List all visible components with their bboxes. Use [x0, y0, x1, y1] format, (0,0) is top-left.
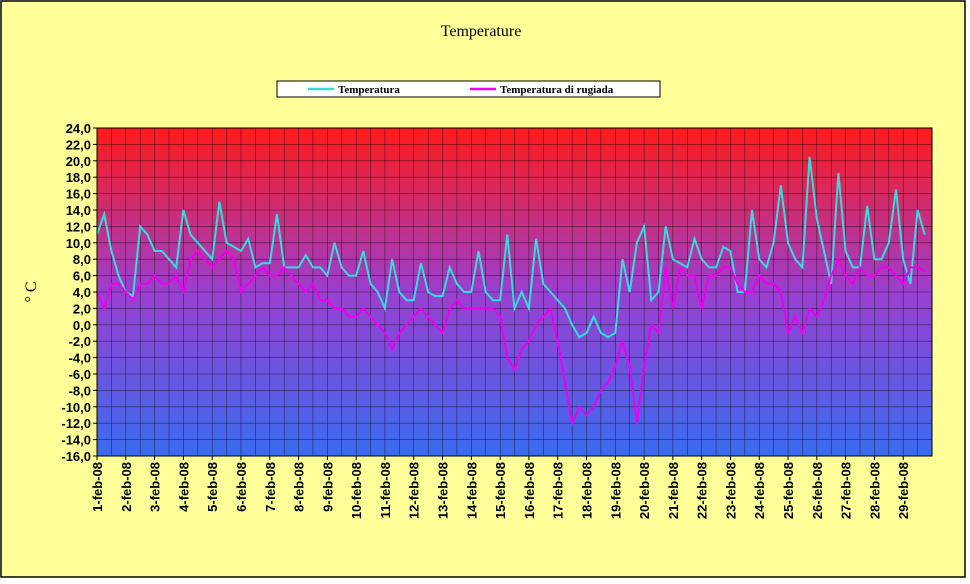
- y-tick-label: 24,0: [66, 121, 91, 136]
- x-tick-label: 6-feb-08: [234, 462, 249, 512]
- y-tick-label: -14,0: [61, 433, 91, 448]
- y-tick-label: 4,0: [73, 285, 91, 300]
- x-tick-label: 3-feb-08: [148, 462, 163, 512]
- x-tick-label: 15-feb-08: [493, 462, 508, 519]
- y-tick-label: 16,0: [66, 187, 91, 202]
- x-tick-label: 8-feb-08: [292, 462, 307, 512]
- y-tick-label: 10,0: [66, 236, 91, 251]
- y-tick-label: -2,0: [69, 334, 91, 349]
- series-line: [96, 249, 926, 427]
- y-tick-label: -10,0: [61, 400, 91, 415]
- x-tick-label: 19-feb-08: [608, 462, 623, 519]
- x-tick-label: 21-feb-08: [666, 462, 681, 519]
- x-tick-label: 24-feb-08: [752, 462, 767, 519]
- x-tick-label: 23-feb-08: [723, 462, 738, 519]
- x-tick-label: 1-feb-08: [90, 462, 105, 512]
- x-tick-label: 26-feb-08: [810, 462, 825, 519]
- x-tick-label: 4-feb-08: [176, 462, 191, 512]
- legend-label: Temperatura di rugiada: [500, 84, 614, 96]
- x-tick-label: 12-feb-08: [407, 462, 422, 519]
- x-tick-label: 14-feb-08: [464, 462, 479, 519]
- y-tick-label: 22,0: [66, 137, 91, 152]
- series-line: [96, 156, 926, 339]
- y-tick-label: -6,0: [69, 367, 91, 382]
- y-tick-label: 8,0: [73, 252, 91, 267]
- x-tick-label: 25-feb-08: [781, 462, 796, 519]
- y-tick-label: 0,0: [73, 318, 91, 333]
- y-tick-label: -12,0: [61, 416, 91, 431]
- x-tick-label: 28-feb-08: [867, 462, 882, 519]
- y-tick-label: -4,0: [69, 351, 91, 366]
- y-tick-label: 6,0: [73, 269, 91, 284]
- x-tick-label: 16-feb-08: [522, 462, 537, 519]
- y-tick-label: 2,0: [73, 301, 91, 316]
- y-axis-label: ° C: [23, 281, 40, 302]
- x-tick-label: 17-feb-08: [551, 462, 566, 519]
- x-tick-label: 29-feb-08: [896, 462, 911, 519]
- x-tick-label: 20-feb-08: [637, 462, 652, 519]
- y-tick-label: 20,0: [66, 154, 91, 169]
- chart-title: Temperature: [441, 23, 522, 40]
- y-tick-label: 14,0: [66, 203, 91, 218]
- plot-border: [96, 127, 933, 457]
- x-tick-label: 9-feb-08: [320, 462, 335, 512]
- y-tick-label: -16,0: [61, 449, 91, 464]
- x-tick-label: 2-feb-08: [119, 462, 134, 512]
- x-tick-label: 11-feb-08: [378, 462, 393, 518]
- x-tick-label: 13-feb-08: [436, 462, 451, 519]
- x-tick-label: 10-feb-08: [349, 462, 364, 519]
- x-tick-label: 22-feb-08: [695, 462, 710, 519]
- x-tick-label: 27-feb-08: [839, 462, 854, 519]
- y-tick-label: 18,0: [66, 170, 91, 185]
- y-tick-label: 12,0: [66, 219, 91, 234]
- legend-label: Temperatura: [338, 84, 400, 96]
- x-tick-label: 5-feb-08: [205, 462, 220, 512]
- legend: [276, 80, 661, 98]
- y-tick-label: -8,0: [69, 383, 91, 398]
- x-tick-label: 7-feb-08: [263, 462, 278, 512]
- x-tick-label: 18-feb-08: [579, 462, 594, 519]
